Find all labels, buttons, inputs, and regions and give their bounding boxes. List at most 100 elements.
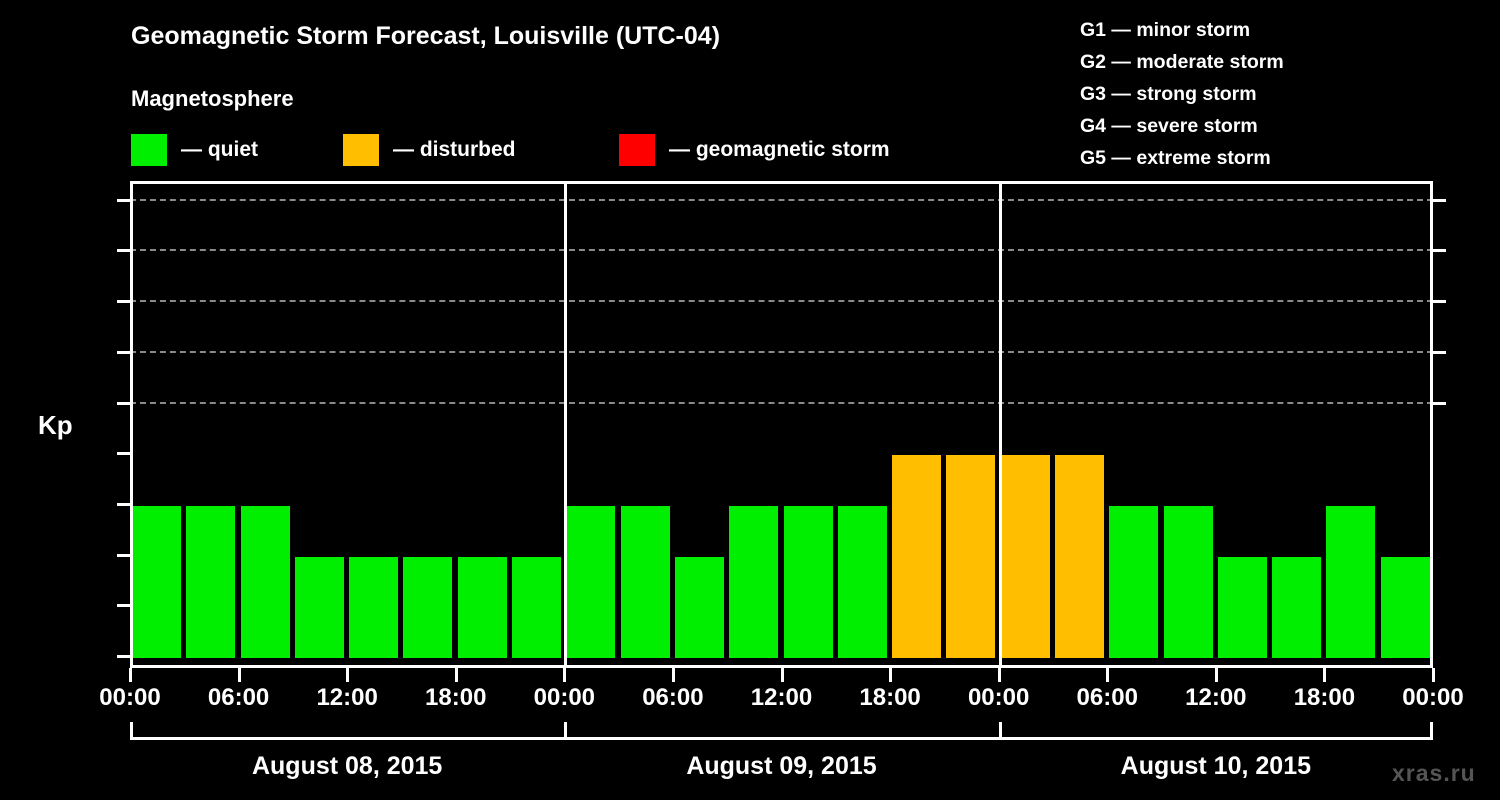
y-right-tick-G1 xyxy=(1433,401,1446,405)
gridline-kp-6 xyxy=(130,350,1433,353)
y-right-tick-G4 xyxy=(1433,249,1446,253)
y-right-tick-G5 xyxy=(1433,198,1446,202)
date-band-cap-2 xyxy=(998,722,1002,738)
bar xyxy=(1109,505,1159,658)
legend-label-geomagnetic-storm: — geomagnetic storm xyxy=(669,138,890,161)
bar xyxy=(1000,455,1050,658)
g-scale-line-2: G2 — moderate storm xyxy=(1080,51,1284,73)
bar xyxy=(1054,455,1104,658)
x-tick-label-4: 00:00 xyxy=(533,684,596,711)
date-band-cap-0 xyxy=(130,722,133,738)
x-tick-label-3: 18:00 xyxy=(425,684,487,711)
bar xyxy=(1326,505,1376,658)
x-tick-12 xyxy=(1432,668,1435,682)
x-tick-label-8: 00:00 xyxy=(967,684,1030,711)
y-tick-3 xyxy=(117,502,130,506)
legend-swatch-quiet xyxy=(131,134,167,166)
x-tick-8 xyxy=(997,668,1001,682)
y-tick-1 xyxy=(117,604,130,608)
bar xyxy=(294,556,344,658)
gridline-kp-5 xyxy=(130,401,1433,404)
legend-item-geomagnetic-storm: — geomagnetic storm xyxy=(619,133,890,167)
y-tick-5 xyxy=(117,401,130,405)
x-tick-label-5: 06:00 xyxy=(642,684,704,711)
gridline-kp-7 xyxy=(130,300,1433,303)
bar xyxy=(783,505,833,658)
date-band-line xyxy=(130,737,1433,740)
x-tick-3 xyxy=(454,668,458,682)
g-scale-line-5: G5 — extreme storm xyxy=(1080,147,1271,169)
x-tick-0 xyxy=(129,668,132,682)
x-tick-10 xyxy=(1214,668,1218,682)
x-tick-label-2: 12:00 xyxy=(316,684,378,711)
x-tick-label-6: 12:00 xyxy=(750,684,813,711)
date-label-1: August 08, 2015 xyxy=(251,752,443,780)
bar xyxy=(1380,556,1430,658)
y-right-tick-G3 xyxy=(1433,300,1446,304)
bar xyxy=(186,505,236,658)
legend-item-quiet: — quiet xyxy=(131,133,258,167)
x-tick-label-7: 18:00 xyxy=(859,684,921,711)
x-tick-label-0: 00:00 xyxy=(99,684,161,711)
bar xyxy=(512,556,562,658)
gridline-kp-8 xyxy=(130,249,1433,252)
bar-series xyxy=(130,181,1433,668)
g-scale-line-1: G1 — minor storm xyxy=(1080,19,1251,41)
day-separator-1 xyxy=(564,181,568,668)
legend-item-disturbed: — disturbed xyxy=(343,133,516,167)
x-tick-4 xyxy=(563,668,567,682)
legend-label-disturbed: — disturbed xyxy=(393,138,516,161)
y-tick-8 xyxy=(117,249,130,253)
y-tick-0 xyxy=(117,655,130,658)
date-band: August 08, 2015 August 09, 2015 August 10,… xyxy=(130,722,1433,780)
bar xyxy=(946,455,996,658)
date-label-3: August 10, 2015 xyxy=(1120,752,1311,780)
x-tick-11 xyxy=(1323,668,1327,682)
bar xyxy=(566,505,616,658)
date-label-2: August 09, 2015 xyxy=(686,752,877,780)
bar xyxy=(403,556,453,658)
page-title: Geomagnetic Storm Forecast, Louisville (… xyxy=(131,22,721,50)
plot-area: 0123456789G1G2G3G4G5 00:0006:0012:0018:0… xyxy=(99,181,1464,711)
x-tick-1 xyxy=(237,668,241,682)
bar xyxy=(132,505,181,658)
y-tick-6 xyxy=(117,350,130,354)
bar xyxy=(837,505,887,658)
x-tick-label-1: 06:00 xyxy=(207,684,270,711)
x-tick-label-10: 12:00 xyxy=(1185,684,1247,711)
x-tick-9 xyxy=(1106,668,1110,682)
gridline-kp-9 xyxy=(130,198,1433,201)
g-scale-line-3: G3 — strong storm xyxy=(1080,83,1257,105)
bar xyxy=(729,505,779,658)
bar xyxy=(620,505,670,658)
bar xyxy=(457,556,507,658)
bar xyxy=(1217,556,1267,658)
legend-swatch-disturbed xyxy=(343,134,379,166)
x-tick-label-12: 00:00 xyxy=(1402,684,1464,711)
watermark: xras.ru xyxy=(1392,760,1476,786)
x-tick-5 xyxy=(671,668,675,682)
g-scale-line-4: G4 — severe storm xyxy=(1080,115,1258,137)
y-right-tick-G2 xyxy=(1433,350,1446,354)
bar xyxy=(892,455,942,658)
plot-frame xyxy=(130,181,1433,668)
bar xyxy=(674,556,724,658)
bar xyxy=(349,556,399,658)
y-tick-2 xyxy=(117,553,130,557)
bar xyxy=(1163,505,1213,658)
x-tick-6 xyxy=(780,668,784,682)
y-axis-title: Kp xyxy=(38,410,73,440)
y-tick-4 xyxy=(117,452,130,456)
day-separator-2 xyxy=(998,181,1002,668)
bar xyxy=(1272,556,1322,658)
x-tick-label-11: 18:00 xyxy=(1293,684,1356,711)
g-scale-legend: G1 — minor storm G2 — moderate storm G3 — … xyxy=(1080,14,1284,174)
legend-heading: Magnetosphere xyxy=(131,86,294,111)
legend-swatch-geomagnetic-storm xyxy=(619,134,655,166)
x-tick-7 xyxy=(889,668,893,682)
legend-label-quiet: — quiet xyxy=(181,138,258,161)
bar xyxy=(240,505,290,658)
x-tick-2 xyxy=(346,668,350,682)
x-tick-label-9: 06:00 xyxy=(1076,684,1138,711)
